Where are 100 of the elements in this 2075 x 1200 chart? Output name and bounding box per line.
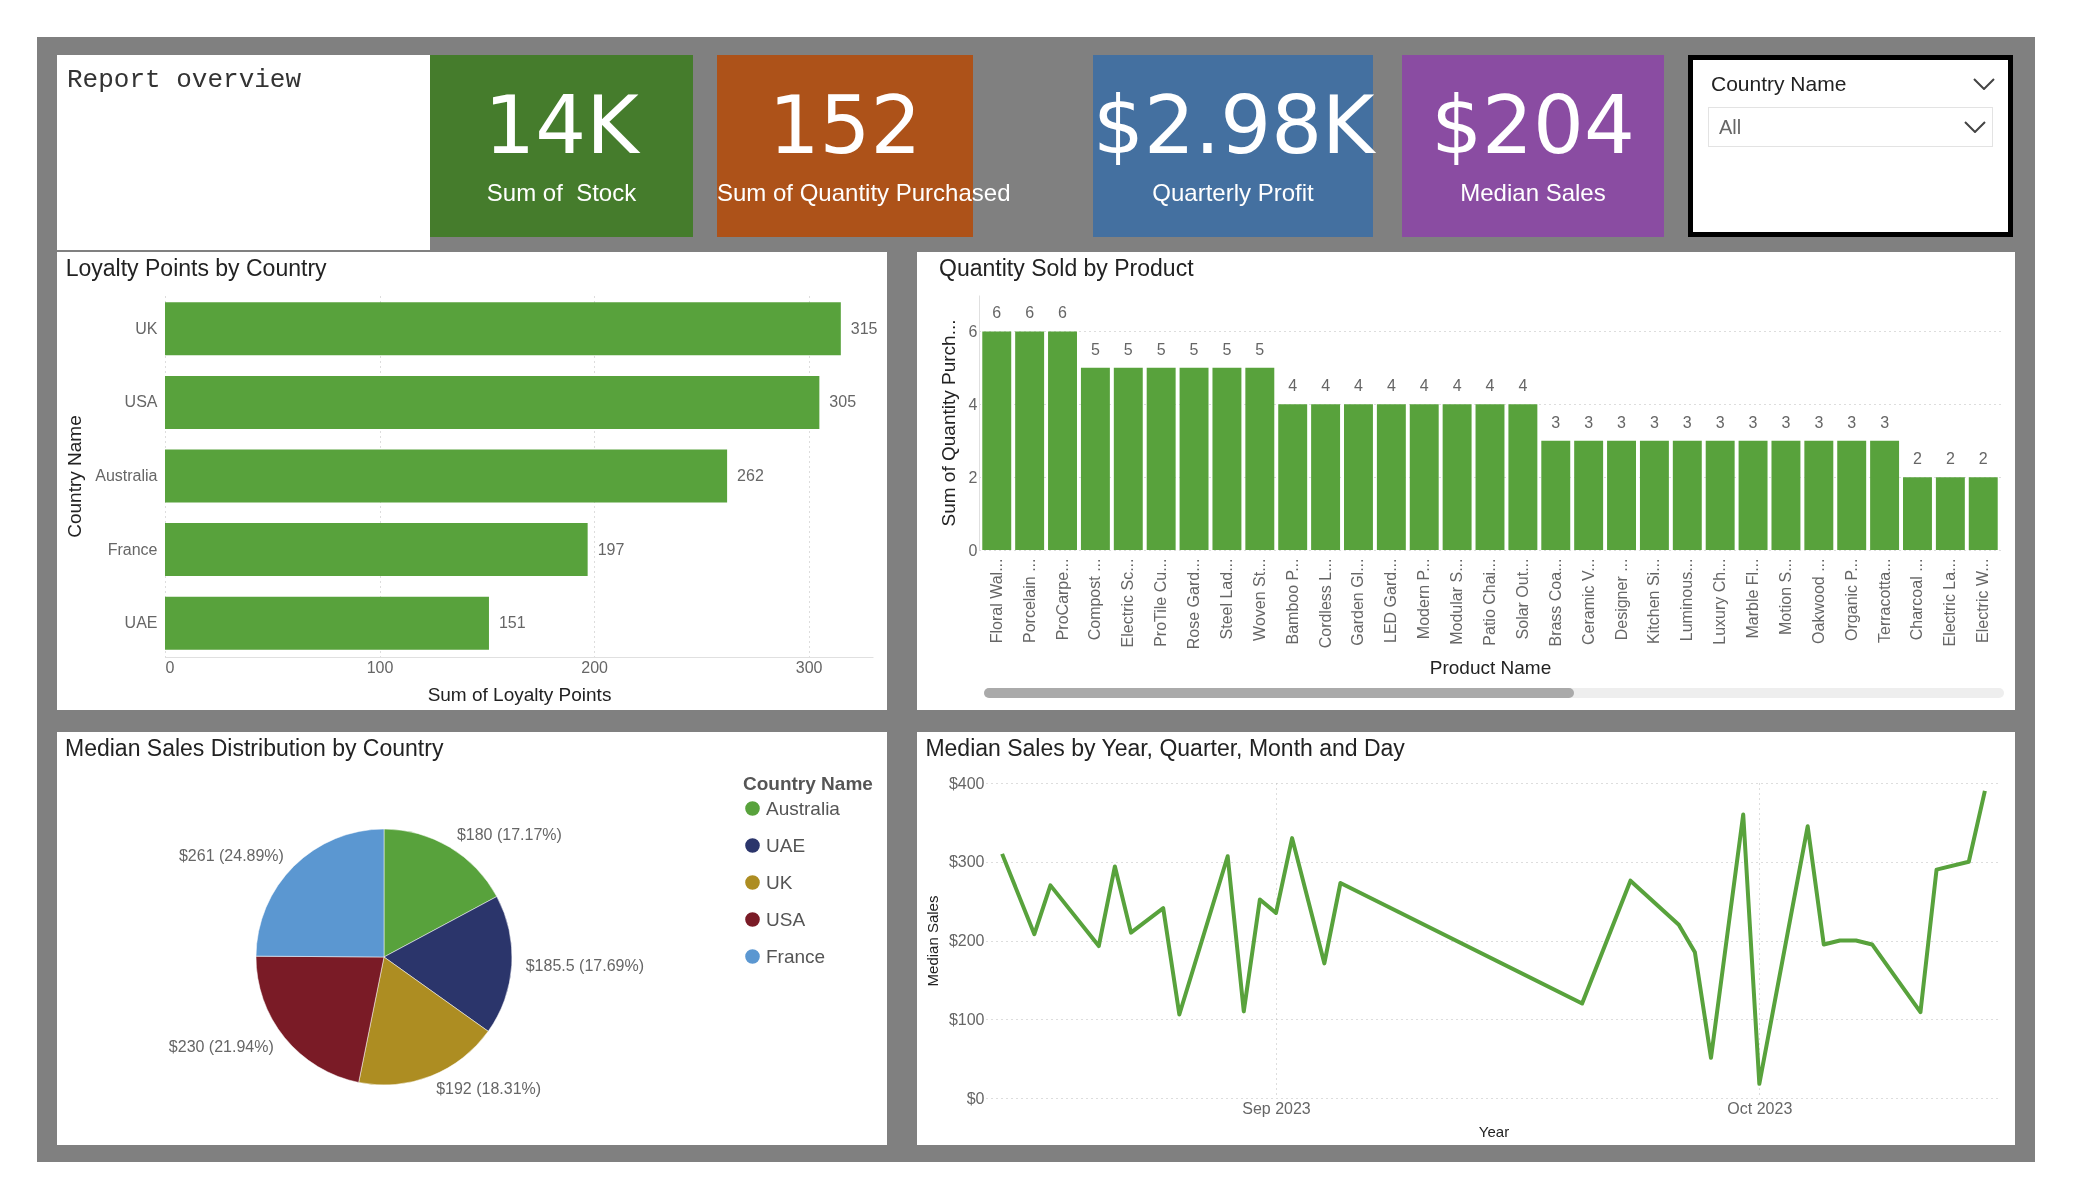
y-axis-title: Country Name <box>64 415 86 538</box>
x-axis-title: Year <box>1478 1122 1510 1140</box>
bar <box>1409 404 1439 550</box>
x-tick-label: Garden Gl... <box>1349 558 1367 646</box>
x-tick-label: Modular S... <box>1448 558 1466 645</box>
y-tick-label: 0 <box>968 541 978 559</box>
data-label: 5 <box>1156 340 1166 358</box>
bar <box>1541 440 1571 550</box>
y-tick-label: 6 <box>968 322 978 340</box>
data-label: 3 <box>1551 413 1561 431</box>
x-tick-label: Cordless L... <box>1316 558 1334 649</box>
y-axis-title: Median Sales <box>923 895 941 987</box>
x-tick-label: 200 <box>581 658 609 676</box>
data-label: 151 <box>498 614 526 632</box>
legend-label: USA <box>766 908 806 930</box>
category-label: Median Sales <box>1459 179 1607 207</box>
x-tick-label: Modern P... <box>1415 558 1433 640</box>
data-label: 2 <box>1913 450 1923 468</box>
line-series <box>1000 788 1987 1086</box>
chart-title: Loyalty Points by Country <box>65 255 328 281</box>
data-label: 3 <box>1715 413 1725 431</box>
x-tick-label: LED Gard... <box>1382 558 1400 643</box>
data-label: 3 <box>1649 413 1659 431</box>
bar <box>1179 367 1209 550</box>
y-tick-label: France <box>107 540 158 558</box>
category-label: Sum of Quantity Purchased <box>717 179 1011 207</box>
x-tick-label: Porcelain ... <box>1020 558 1038 643</box>
y-tick-label: $200 <box>948 932 985 949</box>
x-tick-label: 0 <box>165 658 175 676</box>
data-label: 6 <box>992 304 1002 322</box>
x-tick-label: Marble Fl... <box>1744 558 1762 639</box>
legend-label: UAE <box>766 834 806 856</box>
bar <box>1672 440 1702 550</box>
bar <box>1935 477 1965 550</box>
x-tick-label: ProCarpe... <box>1053 558 1071 641</box>
x-tick-label: Oakwood ... <box>1809 558 1827 644</box>
bar <box>1738 440 1768 550</box>
data-label: $180 (17.17%) <box>456 826 562 844</box>
bar <box>1508 404 1538 550</box>
data-label: 2 <box>1978 450 1988 468</box>
bar <box>1705 440 1735 550</box>
chart-title: Median Sales by Year, Quarter, Month and Day <box>925 735 1406 761</box>
bar <box>1442 404 1472 550</box>
data-label: 4 <box>1354 377 1364 395</box>
data-label: 2 <box>1945 450 1955 468</box>
x-tick-label: Sep 2023 <box>1242 1099 1311 1117</box>
x-tick-label: Charcoal ... <box>1908 558 1926 641</box>
bar <box>1607 440 1636 550</box>
x-axis-title: Sum of Loyalty Points <box>427 683 612 705</box>
x-tick-label: 100 <box>366 658 394 676</box>
text: $2.98K <box>1093 79 1375 172</box>
x-tick-label: Compost ... <box>1086 558 1104 641</box>
data-label: 262 <box>737 467 764 484</box>
legend-title: Country Name <box>743 773 873 794</box>
y-tick-label: USA <box>124 393 158 411</box>
y-tick-label: 4 <box>968 395 978 413</box>
x-tick-label: Rose Gard... <box>1185 558 1203 650</box>
bar <box>1376 404 1406 550</box>
data-label: 4 <box>1518 377 1528 395</box>
y-tick-label: $0 <box>966 1089 985 1107</box>
y-axis-title: Sum of Quantity Purch... <box>937 319 959 527</box>
bar <box>1311 404 1341 550</box>
data-label: 5 <box>1123 340 1133 358</box>
bar <box>1968 477 1998 550</box>
bar <box>1804 440 1834 550</box>
bar <box>1015 331 1045 550</box>
text: Report overview <box>67 65 302 95</box>
x-tick-label: Floral Wal... <box>987 558 1005 644</box>
bar <box>1639 440 1669 550</box>
y-tick-label: 2 <box>968 468 978 486</box>
data-label: 3 <box>1682 413 1692 431</box>
data-label: 6 <box>1025 304 1035 322</box>
x-tick-label: Oct 2023 <box>1727 1099 1793 1117</box>
x-tick-label: ProTile Cu... <box>1152 558 1170 647</box>
data-label: 6 <box>1058 304 1068 322</box>
x-tick-label: Designer ... <box>1612 558 1630 641</box>
y-tick-label: $300 <box>948 853 985 871</box>
data-label: 3 <box>1748 413 1758 431</box>
data-label: 5 <box>1222 340 1232 358</box>
data-label: 197 <box>597 540 625 558</box>
text: $204 <box>1431 79 1635 172</box>
bar <box>1245 367 1275 550</box>
bar <box>1837 440 1867 550</box>
x-tick-label: Organic P... <box>1842 558 1860 641</box>
data-label: $230 (21.94%) <box>168 1037 274 1055</box>
data-label: 3 <box>1880 413 1890 431</box>
bar <box>1146 367 1176 550</box>
y-tick-label: $100 <box>948 1010 985 1028</box>
x-axis-title: Product Name <box>1429 657 1552 679</box>
x-tick-label: 300 <box>795 658 823 676</box>
bar <box>1870 440 1900 550</box>
x-tick-label: Luxury Ch... <box>1711 558 1729 645</box>
bar <box>1475 404 1505 550</box>
x-tick-label: Terracotta... <box>1875 558 1893 643</box>
data-label: 4 <box>1386 377 1396 395</box>
data-label: 3 <box>1584 413 1594 431</box>
data-label: 5 <box>1255 340 1265 358</box>
data-label: 3 <box>1617 413 1627 431</box>
bar <box>1574 440 1604 550</box>
x-tick-label: Bamboo P... <box>1283 558 1301 645</box>
